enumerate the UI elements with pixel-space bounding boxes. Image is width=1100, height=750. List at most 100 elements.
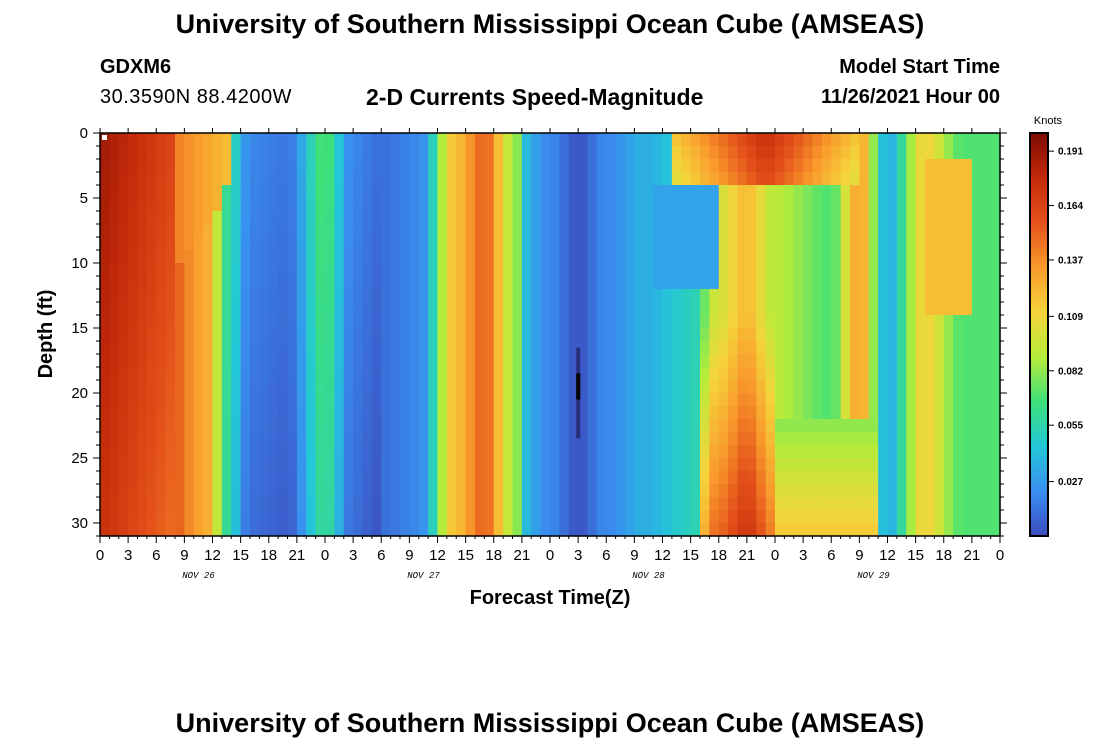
heatmap-cell	[775, 406, 785, 420]
heatmap-cell	[934, 406, 945, 420]
heatmap-cell	[662, 224, 673, 238]
heatmap-cell	[962, 497, 973, 511]
heatmap-cell	[831, 406, 842, 420]
heatmap-cell	[390, 445, 401, 459]
heatmap-cell	[700, 172, 710, 186]
heatmap-cell	[887, 328, 898, 342]
heatmap-cell	[146, 458, 157, 472]
heatmap-cell	[578, 133, 589, 147]
heatmap-cell	[643, 172, 654, 186]
heatmap-cell	[690, 406, 701, 420]
heatmap-cell	[362, 250, 373, 264]
heatmap-cell	[531, 263, 542, 277]
heatmap-cell	[325, 367, 335, 381]
heatmap-cell	[118, 458, 129, 472]
heatmap-cell	[990, 484, 1001, 498]
heatmap-cell	[653, 497, 664, 511]
heatmap-cell	[756, 302, 767, 316]
heatmap-cell	[915, 419, 926, 433]
x-tick-label: 15	[682, 547, 699, 564]
heatmap-cell	[718, 250, 729, 264]
heatmap-cell	[203, 133, 214, 147]
heatmap-cell	[156, 484, 167, 498]
heatmap-cell	[268, 263, 279, 277]
heatmap-cell	[446, 185, 457, 199]
heatmap-cell	[343, 432, 354, 446]
heatmap-cell	[971, 328, 982, 342]
heatmap-cell	[259, 289, 270, 303]
heatmap-cell	[775, 198, 785, 212]
heatmap-cell	[578, 380, 589, 394]
colorbar-tick-label: 0.109	[1058, 312, 1083, 323]
heatmap-cell	[184, 328, 195, 342]
heatmap-cell	[709, 224, 720, 238]
heatmap-cell	[512, 224, 523, 238]
heatmap-cell	[512, 159, 523, 173]
heatmap-cell	[784, 354, 795, 368]
heatmap-cell	[746, 380, 757, 394]
heatmap-cell	[971, 263, 982, 277]
heatmap-cell	[175, 432, 185, 446]
heatmap-cell	[100, 380, 110, 394]
heatmap-cell	[615, 315, 626, 329]
heatmap-cell	[203, 276, 214, 290]
heatmap-cell	[568, 328, 579, 342]
heatmap-cell	[296, 510, 307, 524]
heatmap-cell	[334, 458, 345, 472]
heatmap-cell	[325, 289, 335, 303]
heatmap-cell	[400, 471, 410, 485]
heatmap-cell	[437, 380, 448, 394]
heatmap-cell	[231, 198, 242, 212]
heatmap-cell	[456, 341, 467, 355]
heatmap-cell	[615, 458, 626, 472]
heatmap-cell	[559, 146, 570, 160]
footer-title: University of Southern Mississippi Ocean…	[175, 708, 925, 738]
heatmap-cell	[625, 237, 635, 251]
heatmap-cell	[671, 211, 682, 225]
heatmap-cell	[334, 146, 345, 160]
heatmap-cell	[137, 263, 148, 277]
heatmap-cell	[306, 172, 317, 186]
heatmap-cell	[371, 380, 382, 394]
heatmap-cell	[615, 276, 626, 290]
heatmap-cell	[493, 523, 504, 537]
heatmap-cell	[662, 432, 673, 446]
heatmap-cell	[775, 289, 785, 303]
heatmap-cell	[137, 302, 148, 316]
heatmap-cell	[128, 250, 139, 264]
heatmap-cell	[906, 263, 917, 277]
heatmap-cell	[775, 471, 785, 485]
heatmap-cell	[128, 146, 139, 160]
heatmap-cell	[212, 523, 223, 537]
heatmap-cell	[512, 393, 523, 407]
heatmap-cell	[662, 354, 673, 368]
heatmap-cell	[953, 393, 964, 407]
heatmap-cell	[578, 445, 589, 459]
heatmap-cell	[943, 367, 954, 381]
heatmap-cell	[287, 146, 298, 160]
heatmap-cell	[381, 146, 392, 160]
heatmap-cell	[625, 224, 635, 238]
heatmap-cell	[175, 159, 185, 173]
heatmap-cell	[765, 497, 776, 511]
heatmap-cell	[615, 380, 626, 394]
heatmap-cell	[353, 523, 364, 537]
heatmap-cell	[456, 328, 467, 342]
heatmap-cell	[915, 276, 926, 290]
heatmap-cell	[671, 432, 682, 446]
heatmap-cell	[475, 393, 485, 407]
heatmap-cell	[118, 406, 129, 420]
heatmap-cell	[803, 523, 814, 537]
heatmap-cell	[325, 198, 335, 212]
heatmap-cell	[371, 211, 382, 225]
heatmap-cell	[625, 406, 635, 420]
heatmap-cell	[606, 471, 617, 485]
heatmap-cell	[625, 328, 635, 342]
heatmap-cell	[231, 432, 242, 446]
heatmap-cell	[803, 263, 814, 277]
heatmap-cell	[606, 328, 617, 342]
heatmap-cell	[793, 250, 804, 264]
y-tick-label: 10	[71, 255, 88, 272]
heatmap-cell	[953, 510, 964, 524]
heatmap-cell	[934, 289, 945, 303]
